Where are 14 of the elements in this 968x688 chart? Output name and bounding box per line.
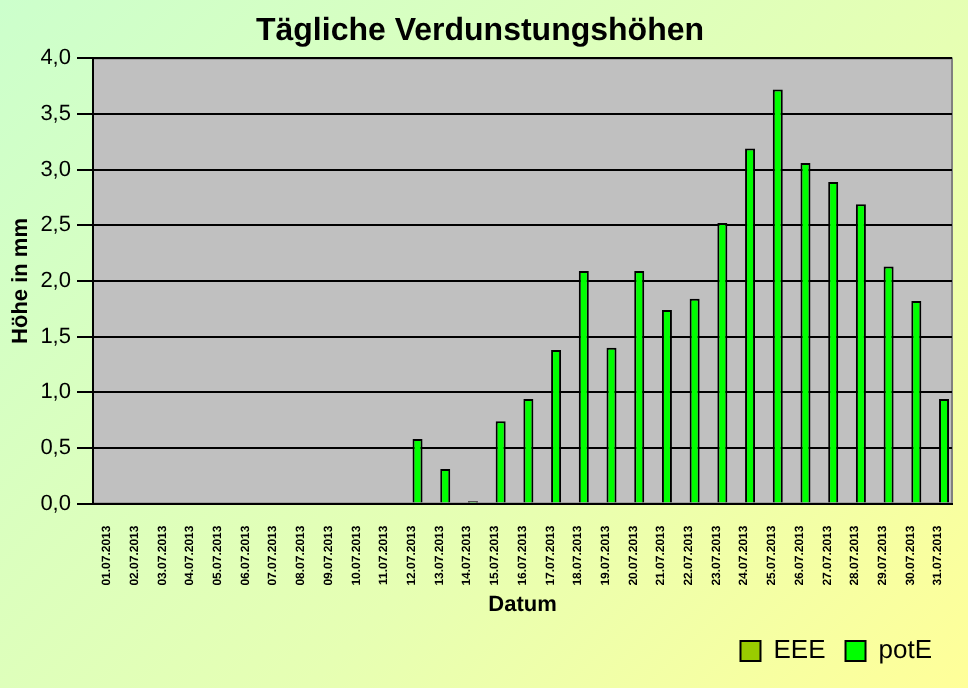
x-axis-title: Datum (488, 592, 558, 617)
y-tick-label: 1,0 (40, 380, 71, 405)
y-tick-label: 2,0 (40, 269, 71, 294)
y-tick-label: 2,5 (40, 213, 71, 238)
y-tick-label: 0,0 (40, 491, 71, 516)
y-tick-label: 1,5 (40, 324, 71, 349)
chart-title: Tägliche Verdunstungshöhen (255, 14, 705, 49)
legend-label: potE (878, 634, 933, 665)
legend-label: EEE (773, 634, 827, 665)
y-tick-label: 4,0 (40, 46, 71, 71)
y-tick-label: 3,0 (40, 157, 71, 182)
y-tick-label: 0,5 (40, 435, 71, 460)
y-axis-title: Höhe in mm (9, 217, 34, 344)
y-tick-label: 3,5 (40, 102, 71, 127)
